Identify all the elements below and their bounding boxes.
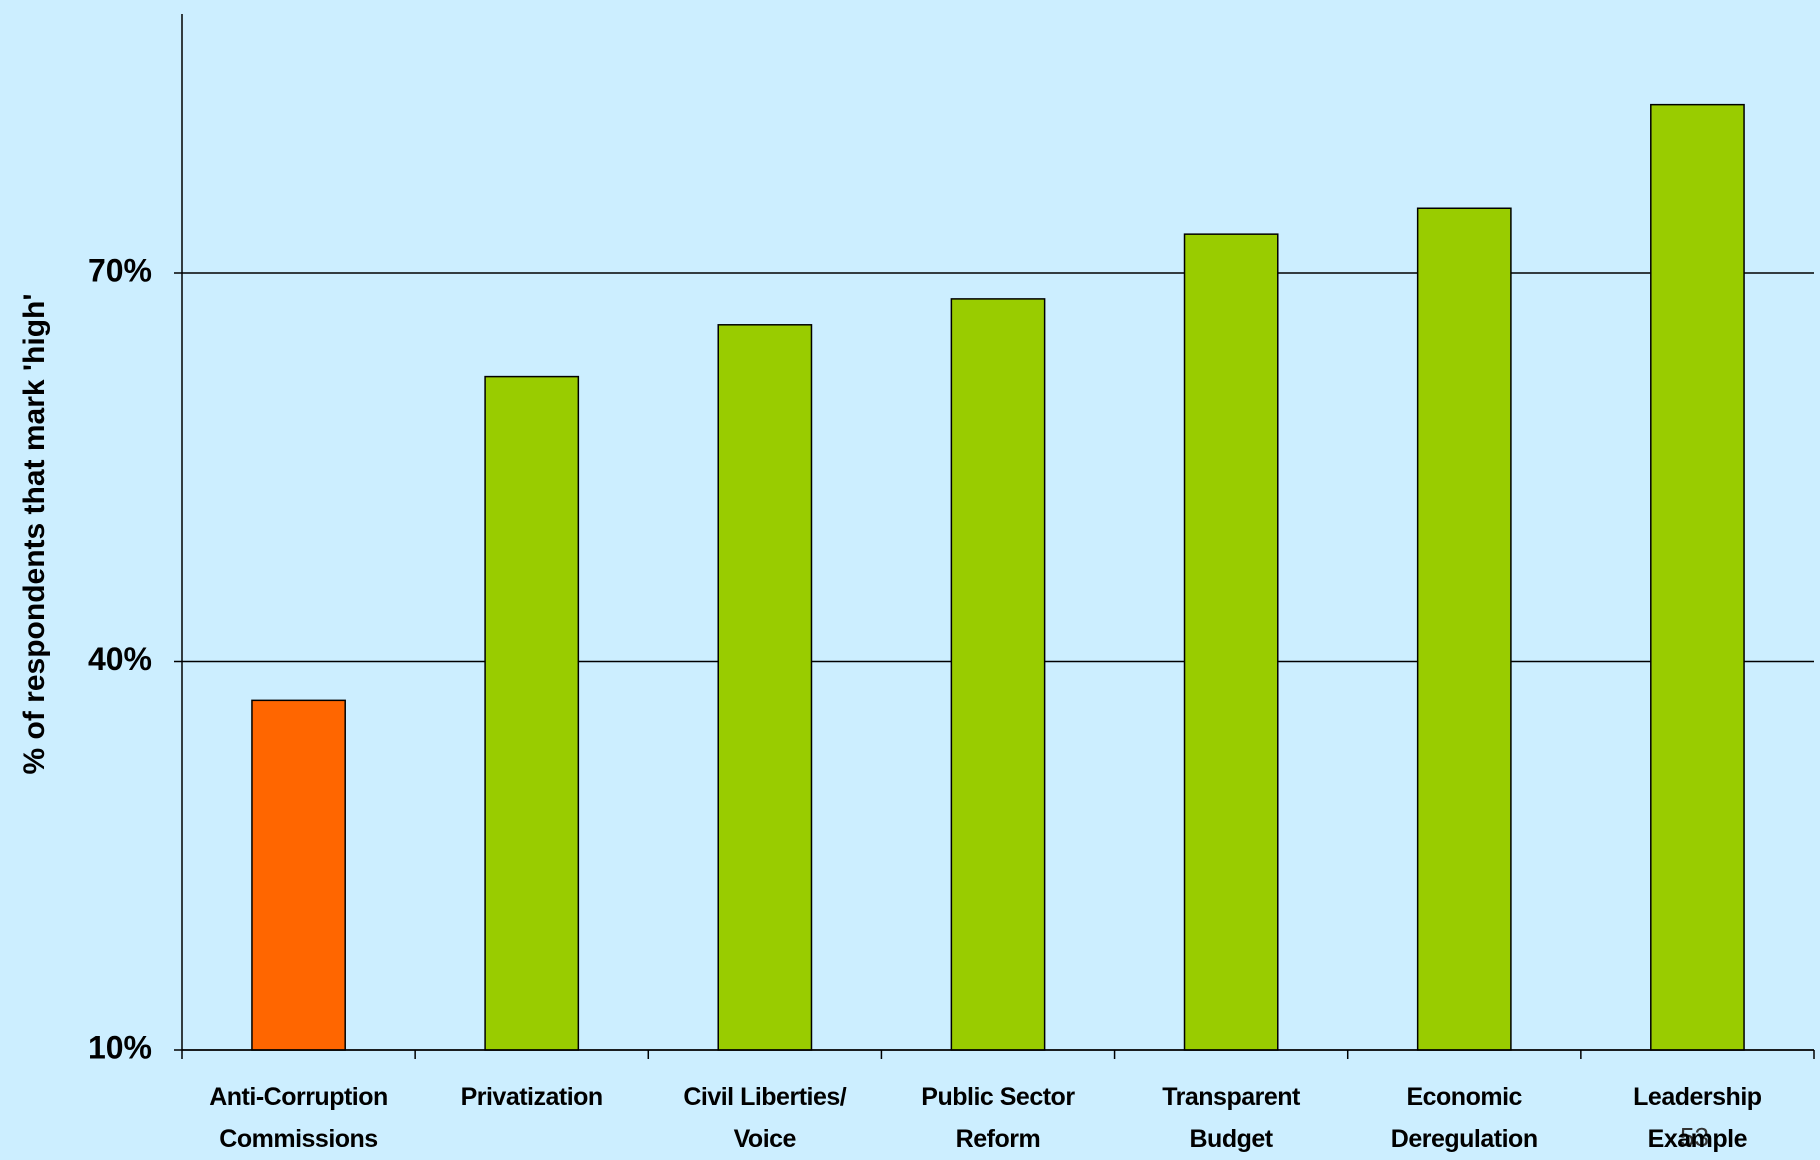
page-number: 53 (1680, 1122, 1709, 1152)
bar (484, 375, 580, 1051)
bar (1183, 233, 1279, 1051)
bar (717, 324, 813, 1051)
x-tick-label: Anti-Corruption Commissions (209, 1083, 388, 1153)
x-tick-label: Privatization (460, 1083, 604, 1111)
bar (1416, 207, 1512, 1051)
x-tick-label: Leadership Example (1633, 1083, 1762, 1153)
y-tick-label: 70% (88, 252, 152, 288)
x-tick-label: Transparent Budget (1162, 1083, 1300, 1153)
x-tick-label: Civil Liberties/ Voice (683, 1083, 847, 1153)
bar (950, 298, 1046, 1051)
bar (1650, 103, 1745, 1051)
y-axis-label: % of respondents that mark 'high' (18, 294, 51, 775)
y-tick-label: 10% (88, 1029, 152, 1065)
x-tick-label: Public Sector Reform (921, 1083, 1075, 1153)
x-tick-label: Economic Deregulation (1390, 1083, 1538, 1153)
y-tick-label: 40% (88, 641, 152, 677)
bar (251, 699, 346, 1051)
